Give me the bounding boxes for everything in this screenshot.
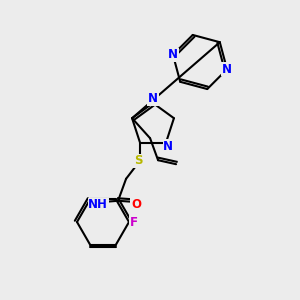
Text: NH: NH bbox=[88, 198, 108, 211]
Text: N: N bbox=[148, 92, 158, 106]
Text: O: O bbox=[131, 198, 141, 211]
Text: S: S bbox=[134, 154, 142, 167]
Text: N: N bbox=[163, 140, 173, 152]
Text: N: N bbox=[168, 48, 178, 61]
Text: F: F bbox=[130, 215, 138, 229]
Text: N: N bbox=[222, 63, 232, 76]
